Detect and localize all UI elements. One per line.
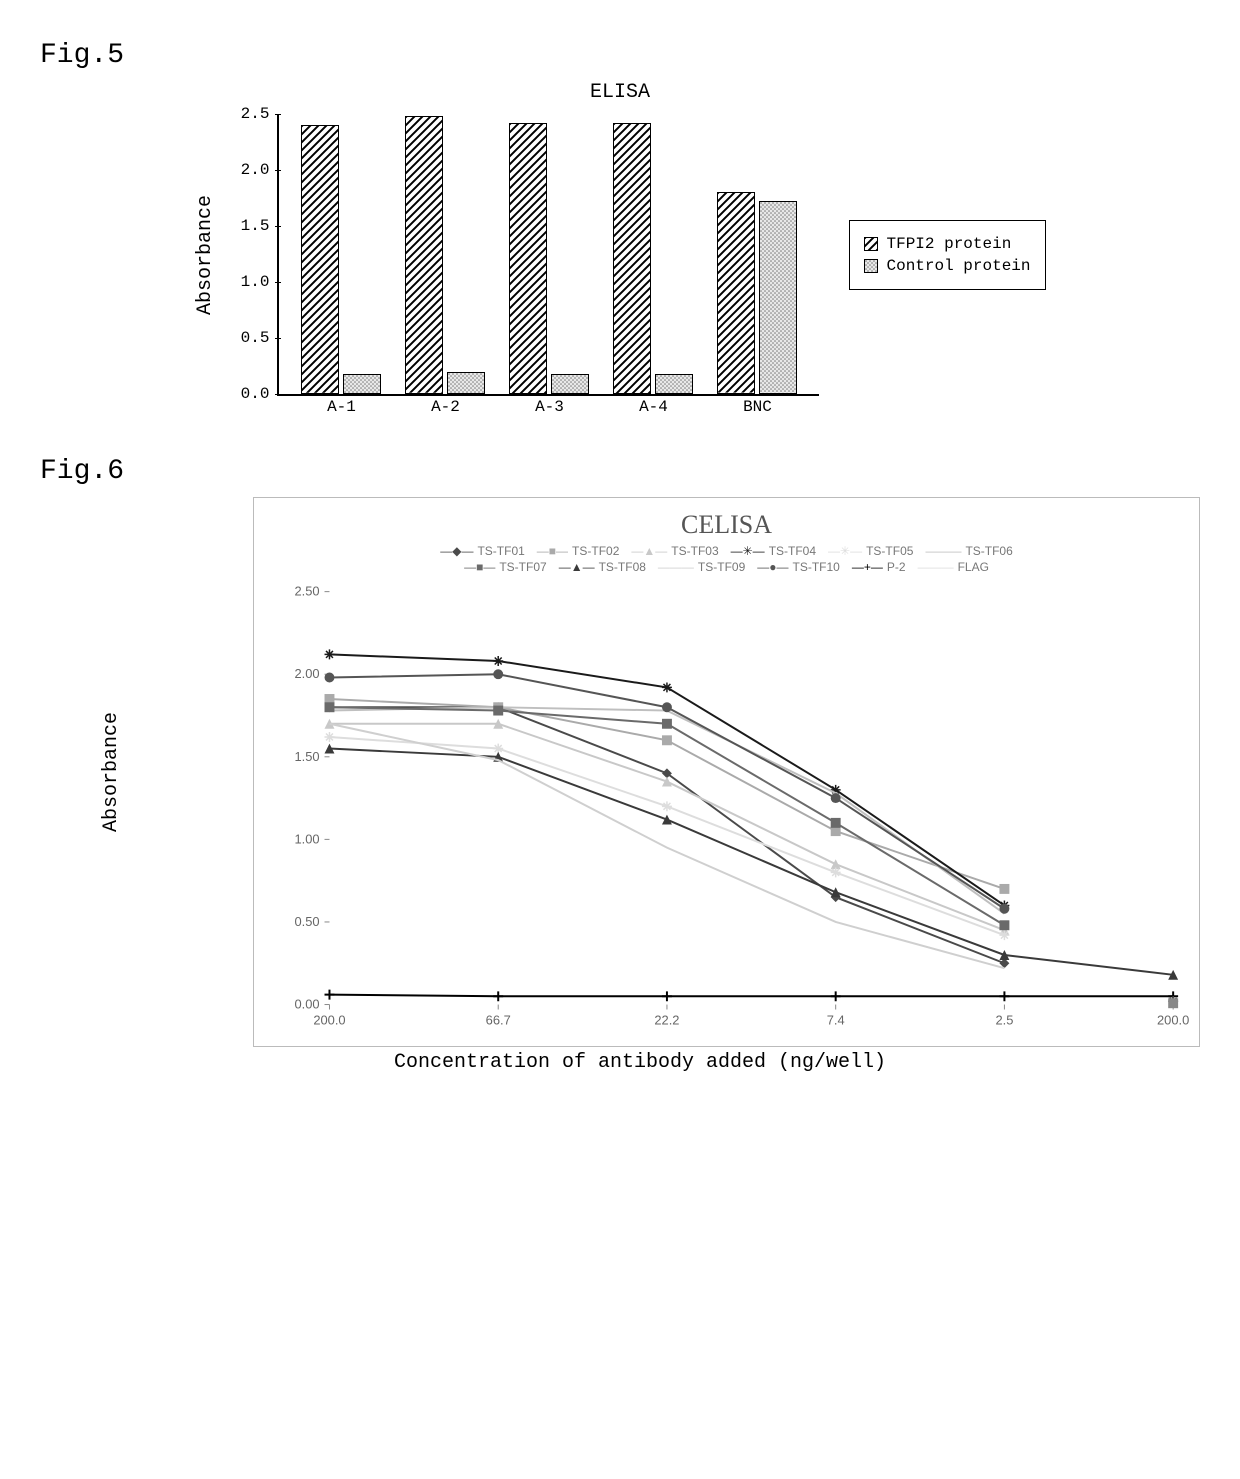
svg-text:7.4: 7.4 xyxy=(827,1012,845,1027)
svg-text:2.00: 2.00 xyxy=(294,666,319,681)
legend-marker-icon: —■— xyxy=(464,560,495,574)
figure-5-ytick: 0.5 xyxy=(229,329,269,347)
svg-text:2.50: 2.50 xyxy=(294,584,319,599)
legend-item: —●— TS-TF10 xyxy=(757,560,840,574)
legend-label: P-2 xyxy=(887,560,906,574)
legend-marker-icon: —●— xyxy=(757,560,788,574)
legend-label: TS-TF08 xyxy=(599,560,646,574)
figure-5-bar-group xyxy=(405,116,485,394)
figure-5-title: ELISA xyxy=(40,81,1200,104)
svg-text:66.7: 66.7 xyxy=(486,1012,511,1027)
legend-item: —■— TS-TF07 xyxy=(464,560,547,574)
legend-item: —+— P-2 xyxy=(852,560,906,574)
legend-marker-icon: —▲— xyxy=(631,544,667,558)
legend-item: —✳— TS-TF04 xyxy=(731,544,816,558)
legend-label: TS-TF04 xyxy=(769,544,816,558)
figure-6-ylabel: Absorbance xyxy=(100,712,123,832)
legend-item: —▲— TS-TF08 xyxy=(559,560,646,574)
figure-5-legend: TFPI2 protein Control protein xyxy=(849,220,1045,290)
svg-text:1.50: 1.50 xyxy=(294,749,319,764)
figure-5: Fig.5 ELISA Absorbance A-1A-2A-3A-4BNC 0… xyxy=(40,40,1200,396)
figure-6-xlabel: Concentration of antibody added (ng/well… xyxy=(160,1051,1120,1074)
svg-text:2.5: 2.5 xyxy=(995,1012,1013,1027)
svg-text:22.2: 22.2 xyxy=(654,1012,679,1027)
figure-5-ytick: 1.5 xyxy=(229,217,269,235)
figure-6-legend: —◆— TS-TF01 —■— TS-TF02 —▲— TS-TF03 —✳— TS-TF04… xyxy=(260,544,1193,574)
legend-marker-icon: —✳— xyxy=(731,544,765,558)
legend-label: TS-TF01 xyxy=(477,544,524,558)
legend-item: —◆— TS-TF01 xyxy=(440,544,525,558)
bar xyxy=(447,372,485,394)
legend-marker-icon: —✳— xyxy=(828,544,862,558)
bar xyxy=(655,374,693,394)
svg-text:200.0: 200.0 xyxy=(313,1012,345,1027)
legend-marker-icon: —+— xyxy=(852,560,883,574)
legend-label: TS-TF10 xyxy=(793,560,840,574)
svg-text:0.00: 0.00 xyxy=(294,997,319,1012)
legend-item: —▲— TS-TF03 xyxy=(631,544,718,558)
figure-5-ytick: 2.0 xyxy=(229,161,269,179)
figure-6-legend-row: —◆— TS-TF01 —■— TS-TF02 —▲— TS-TF03 —✳— TS-TF04… xyxy=(260,544,1193,558)
figure-5-ytick: 0.0 xyxy=(229,385,269,403)
figure-6-panel: CELISA —◆— TS-TF01 —■— TS-TF02 —▲— TS-TF03 —✳—… xyxy=(253,497,1200,1047)
figure-5-xlabel: A-2 xyxy=(405,398,485,416)
figure-5-xlabel: A-1 xyxy=(301,398,381,416)
bar xyxy=(509,123,547,394)
legend-item: —✳— TS-TF05 xyxy=(828,544,913,558)
figure-5-xlabel: A-4 xyxy=(613,398,693,416)
bar xyxy=(405,116,443,394)
figure-5-ytick: 2.5 xyxy=(229,105,269,123)
figure-6-title: CELISA xyxy=(260,510,1193,540)
legend-label: TFPI2 protein xyxy=(886,235,1011,253)
legend-marker-icon: —■— xyxy=(537,544,568,558)
svg-text:0.50: 0.50 xyxy=(294,914,319,929)
figure-6: Fig.6 Absorbance CELISA —◆— TS-TF01 —■— TS-… xyxy=(40,456,1200,1074)
legend-marker-icon: —▲— xyxy=(559,560,595,574)
figure-6-label: Fig.6 xyxy=(40,456,1200,487)
bar xyxy=(613,123,651,394)
figure-5-bar-group xyxy=(509,123,589,394)
legend-label: TS-TF03 xyxy=(671,544,718,558)
bar xyxy=(343,374,381,394)
svg-text:1.00: 1.00 xyxy=(294,831,319,846)
legend-label: TS-TF07 xyxy=(499,560,546,574)
figure-6-legend-row: —■— TS-TF07 —▲— TS-TF08 ——— TS-TF09 —●— TS-TF10… xyxy=(260,560,1193,574)
legend-item: ——— FLAG xyxy=(918,560,989,574)
legend-item: —■— TS-TF02 xyxy=(537,544,620,558)
legend-marker-icon: —◆— xyxy=(440,544,473,558)
svg-text:200.0: 200.0 xyxy=(1157,1012,1189,1027)
bar xyxy=(759,201,797,394)
legend-item: TFPI2 protein xyxy=(864,235,1030,253)
legend-label: FLAG xyxy=(958,560,989,574)
figure-5-xlabel: A-3 xyxy=(509,398,589,416)
legend-label: TS-TF02 xyxy=(572,544,619,558)
figure-6-plot-svg: 0.00 0.50 1.00 1.50 2.00 2.50 200.0 66.7 22.2 7.4… xyxy=(260,580,1193,1040)
legend-item: Control protein xyxy=(864,257,1030,275)
figure-5-bar-group xyxy=(613,123,693,394)
figure-5-bar-group xyxy=(717,192,797,394)
legend-marker-icon: ——— xyxy=(658,560,694,574)
legend-marker-icon: ——— xyxy=(918,560,954,574)
figure-5-bars xyxy=(279,114,819,394)
legend-label: Control protein xyxy=(886,257,1030,275)
figure-5-plot-area: A-1A-2A-3A-4BNC 0.00.51.01.52.02.5 xyxy=(277,114,819,396)
legend-label: TS-TF05 xyxy=(866,544,913,558)
figure-5-label: Fig.5 xyxy=(40,40,1200,71)
legend-item: ——— TS-TF06 xyxy=(925,544,1012,558)
legend-item: ——— TS-TF09 xyxy=(658,560,745,574)
bar xyxy=(551,374,589,394)
figure-5-bar-group xyxy=(301,125,381,394)
legend-label: TS-TF06 xyxy=(965,544,1012,558)
legend-label: TS-TF09 xyxy=(698,560,745,574)
figure-5-xlabels: A-1 A-2 A-3 A-4 BNC xyxy=(279,394,819,416)
bar xyxy=(301,125,339,394)
figure-5-ytick: 1.0 xyxy=(229,273,269,291)
bar xyxy=(717,192,755,394)
legend-marker-icon: ——— xyxy=(925,544,961,558)
figure-5-ylabel: Absorbance xyxy=(194,195,217,315)
figure-5-xlabel: BNC xyxy=(717,398,797,416)
figure-5-chart: Absorbance A-1A-2A-3A-4BNC 0.00.51.01.52… xyxy=(194,114,819,396)
